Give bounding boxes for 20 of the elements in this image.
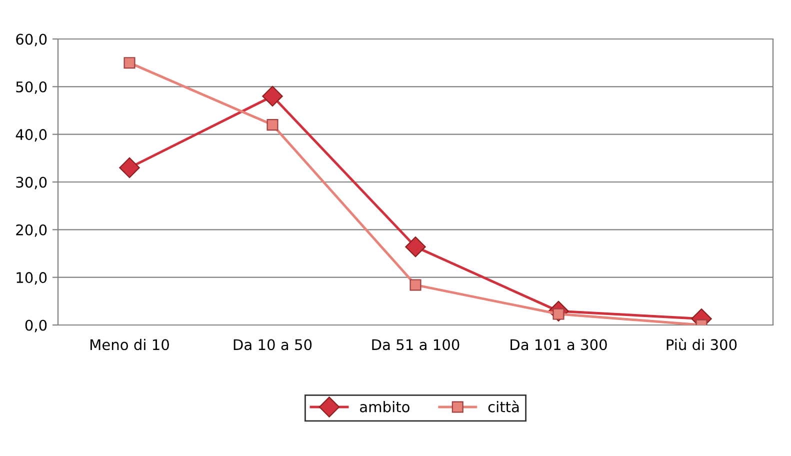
x-tick-label: Da 101 a 300 <box>510 339 607 350</box>
y-tick-label: 10,0 <box>16 272 47 285</box>
y-tick-label: 50,0 <box>16 81 47 94</box>
y-tick-label: 30,0 <box>16 176 47 190</box>
y-tick-label: 20,0 <box>16 224 47 237</box>
point <box>262 86 283 107</box>
point <box>124 57 136 69</box>
x-tick-label: Meno di 10 <box>90 338 169 350</box>
y-tick-label: 0,0 <box>25 320 47 332</box>
point <box>405 236 426 258</box>
y-tick-label: 40,0 <box>16 129 47 142</box>
point <box>266 119 278 131</box>
point <box>410 279 422 291</box>
x-tick-label: Da 10 a 50 <box>234 339 312 350</box>
legend-label: città <box>488 400 519 412</box>
y-tick-label: 60,0 <box>16 34 47 46</box>
point <box>119 157 140 178</box>
x-tick-label: Da 51 a 100 <box>372 339 460 350</box>
legend-label: ambito <box>360 401 410 412</box>
x-tick-label: Più di 300 <box>666 338 737 350</box>
